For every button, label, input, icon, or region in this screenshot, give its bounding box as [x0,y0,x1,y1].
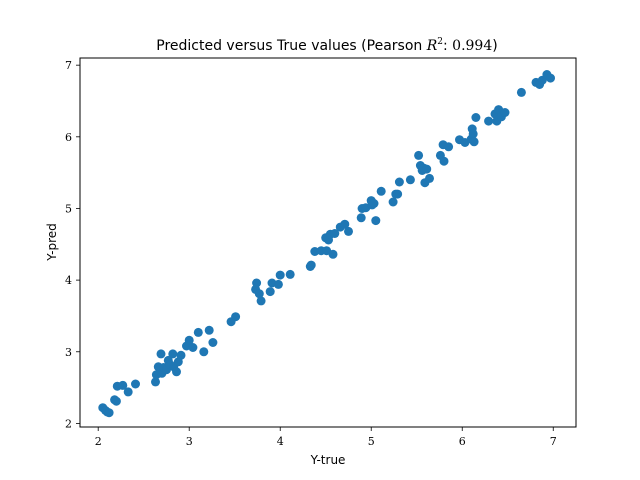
y-tick-label: 3 [65,346,72,359]
data-point [439,156,449,166]
y-axis-label: Y-pred [45,223,59,262]
x-tick-label: 6 [459,435,466,448]
x-tick-label: 5 [368,435,375,448]
data-point [204,325,214,335]
data-point [199,347,209,357]
data-point [275,270,285,280]
title-r-exponent: 2 [437,37,443,47]
data-point [393,189,403,199]
data-point [285,269,295,279]
data-point [231,312,241,322]
data-point [273,279,283,289]
data-point [172,367,181,377]
points-layer [98,70,555,418]
data-point [376,186,386,196]
data-point [516,87,526,97]
data-point [422,164,432,174]
data-point [340,219,350,229]
title-r-symbol: R [426,38,438,54]
data-point [188,343,198,352]
data-point [118,380,128,390]
data-point [256,296,266,306]
data-point [104,408,114,418]
data-point [356,213,366,223]
data-point [484,116,494,126]
data-point [306,260,316,270]
data-point [425,173,434,183]
data-point [151,377,160,387]
data-point [344,226,353,236]
data-point [156,349,166,359]
title-prefix: Predicted versus True values (Pearson [156,38,426,54]
data-point [252,278,262,288]
data-point [500,108,510,117]
ticks-layer: 2 3 4 5 6 7 2 3 4 5 6 7 [65,59,557,448]
data-point [394,177,404,187]
data-point [405,175,415,185]
data-point [184,335,194,345]
y-tick-label: 5 [65,202,72,215]
data-point [131,379,140,389]
data-point [369,199,379,208]
data-point [469,137,479,147]
x-tick-label: 2 [95,435,102,448]
data-point [471,113,481,122]
y-tick-label: 4 [65,274,72,287]
data-point [388,197,398,207]
title-colon: : [443,38,448,54]
data-point [265,287,275,297]
data-point [444,142,454,152]
data-point [111,396,121,406]
data-point [193,327,203,337]
data-point [546,73,555,83]
y-tick-label: 2 [65,417,72,430]
x-tick-label: 4 [277,435,284,448]
title-suffix: ) [492,38,497,54]
y-tick-label: 7 [65,59,72,72]
chart-title: Predicted versus True values (Pearson R2… [156,37,497,54]
axes-frame [79,57,577,428]
data-point [414,150,424,160]
data-point [330,229,340,238]
data-point [254,289,264,299]
title-value: 0.994 [452,38,492,54]
y-tick-label: 6 [65,131,72,144]
data-point [371,216,381,226]
x-tick-label: 7 [550,435,557,448]
data-point [208,338,218,347]
data-point [468,129,478,139]
x-axis-label: Y-true [310,453,346,467]
data-point [123,387,133,397]
x-tick-label: 3 [186,435,193,448]
data-point [328,249,338,259]
data-point [168,349,178,359]
data-point [176,350,186,360]
